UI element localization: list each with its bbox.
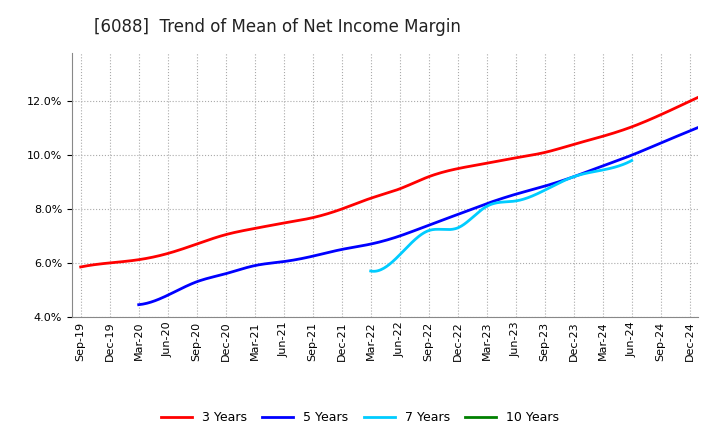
7 Years (527, 194, 536, 199)
7 Years (588, 169, 596, 175)
7 Years (522, 196, 531, 201)
7 Years (627, 158, 636, 163)
5 Years (686, 128, 695, 133)
Text: [6088]  Trend of Mean of Net Income Margin: [6088] Trend of Mean of Net Income Margi… (94, 18, 461, 36)
3 Years (76, 264, 85, 270)
3 Years (663, 109, 672, 114)
5 Years (136, 302, 145, 307)
7 Years (604, 166, 613, 172)
5 Years (648, 144, 657, 150)
Line: 3 Years: 3 Years (81, 66, 720, 267)
5 Years (497, 196, 505, 202)
5 Years (507, 193, 516, 198)
3 Years (491, 159, 500, 164)
5 Years (495, 197, 503, 202)
7 Years (523, 195, 531, 201)
3 Years (707, 88, 716, 94)
7 Years (366, 268, 375, 274)
3 Years (503, 157, 511, 162)
Line: 5 Years: 5 Years (139, 117, 720, 304)
5 Years (135, 302, 143, 307)
3 Years (78, 264, 87, 269)
Line: 7 Years: 7 Years (371, 161, 631, 271)
7 Years (369, 269, 377, 274)
3 Years (488, 159, 497, 165)
Legend: 3 Years, 5 Years, 7 Years, 10 Years: 3 Years, 5 Years, 7 Years, 10 Years (156, 407, 564, 429)
7 Years (367, 268, 376, 274)
